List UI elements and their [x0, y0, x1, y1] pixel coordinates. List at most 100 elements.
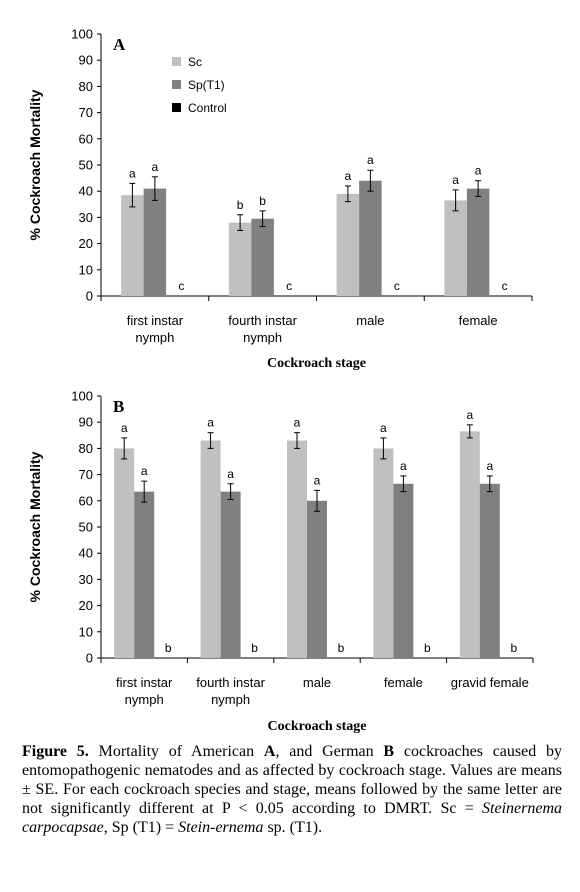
caption-sp-name: Stein-ernema [178, 819, 264, 836]
y-tick-label: 60 [79, 131, 93, 146]
category-label: first instar [116, 675, 173, 690]
significance-letter: a [475, 164, 482, 178]
category-label: gravid female [451, 675, 529, 690]
significance-letter: b [259, 194, 266, 208]
caption-text-5: sp. (T1). [263, 819, 323, 836]
y-tick-label: 0 [86, 289, 93, 304]
bar [307, 500, 327, 658]
y-tick-label: 10 [79, 262, 93, 277]
legend-label: Sp(T1) [188, 78, 225, 92]
category-label: male [356, 313, 384, 328]
y-tick-label: 100 [71, 389, 93, 404]
legend-swatch [172, 80, 181, 89]
panel-letter: A [113, 35, 126, 54]
significance-letter: b [338, 641, 345, 655]
bar [220, 491, 241, 658]
figure-caption: Figure 5. Mortality of American A, and G… [22, 742, 562, 837]
legend-label: Sc [188, 55, 202, 69]
significance-letter: a [314, 473, 321, 487]
category-label: fourth instar [196, 675, 265, 690]
bar [121, 195, 144, 296]
bar [459, 431, 480, 658]
y-tick-label: 40 [79, 546, 93, 561]
y-tick-label: 70 [79, 467, 93, 482]
bar [359, 180, 382, 296]
legend-label: Control [188, 101, 227, 115]
bar [228, 222, 252, 296]
significance-letter: a [294, 416, 301, 430]
legend-swatch [172, 57, 181, 66]
significance-letter: b [237, 198, 244, 212]
y-tick-label: 50 [79, 520, 93, 535]
category-label: nymph [125, 692, 164, 707]
y-tick-label: 100 [71, 27, 93, 42]
y-tick-label: 90 [79, 415, 93, 430]
category-label: male [303, 675, 331, 690]
significance-letter: a [121, 421, 128, 435]
legend-swatch [172, 103, 181, 112]
y-tick-label: 90 [79, 53, 93, 68]
caption-text-2: , and German [275, 743, 384, 760]
x-axis-title: Cockroach stage [268, 719, 367, 734]
significance-letter: a [152, 160, 159, 174]
significance-letter: c [502, 279, 508, 293]
bar [479, 483, 500, 658]
y-tick-label: 40 [79, 184, 93, 199]
significance-letter: b [510, 641, 517, 655]
significance-letter: c [286, 279, 292, 293]
chart-b: 0 10 20 30 40 50 60 70 80 90 100 a a a a a a a a a a b b b b b fir… [27, 389, 534, 734]
significance-letter: b [424, 641, 431, 655]
y-tick-label: 30 [79, 210, 93, 225]
bar [251, 218, 274, 296]
y-tick-label: 30 [79, 572, 93, 587]
category-label: female [384, 675, 423, 690]
significance-letter: b [251, 641, 258, 655]
significance-letter: a [345, 169, 352, 183]
bar [393, 483, 414, 658]
significance-letter: a [486, 459, 493, 473]
bar [143, 188, 167, 296]
caption-text-1: Mortality of American [88, 743, 264, 760]
category-label: female [459, 313, 498, 328]
significance-letter: a [400, 459, 407, 473]
category-label: first instar [127, 313, 184, 328]
significance-letter: a [129, 166, 136, 180]
category-label: nymph [211, 692, 250, 707]
y-axis-title: % Cockroach Mortality [27, 451, 43, 602]
significance-letter: a [227, 467, 234, 481]
bar [336, 193, 360, 296]
y-tick-label: 20 [79, 236, 93, 251]
caption-text-3: cockroaches caused by entomopathogenic n… [22, 743, 563, 817]
caption-label: Figure 5. [22, 743, 89, 760]
bar [200, 440, 221, 658]
y-tick-label: 80 [79, 79, 93, 94]
significance-letter: a [367, 153, 374, 167]
bar [373, 448, 394, 658]
y-tick-label: 60 [79, 493, 93, 508]
category-label: fourth instar [228, 313, 297, 328]
x-axis-title: Cockroach stage [267, 356, 366, 371]
bar [287, 440, 307, 658]
bar [466, 188, 490, 296]
category-label: nymph [243, 330, 282, 345]
significance-letter: c [178, 279, 184, 293]
panel-letter: B [113, 397, 124, 416]
bar [134, 491, 155, 658]
significance-letter: a [207, 416, 214, 430]
y-tick-label: 80 [79, 441, 93, 456]
category-label: nymph [135, 330, 174, 345]
y-tick-label: 10 [79, 624, 93, 639]
caption-b: B [383, 743, 395, 760]
significance-letter: a [466, 408, 473, 422]
significance-letter: a [380, 421, 387, 435]
y-tick-label: 50 [79, 158, 93, 173]
y-axis-title: % Cockroach Mortality [27, 89, 43, 240]
y-tick-label: 20 [79, 598, 93, 613]
y-tick-label: 70 [79, 105, 93, 120]
bar [114, 448, 135, 658]
significance-letter: b [165, 641, 172, 655]
significance-letter: a [452, 173, 459, 187]
caption-text-4: , Sp (T1) = [103, 819, 179, 836]
bar [444, 200, 467, 296]
significance-letter: a [141, 464, 148, 478]
